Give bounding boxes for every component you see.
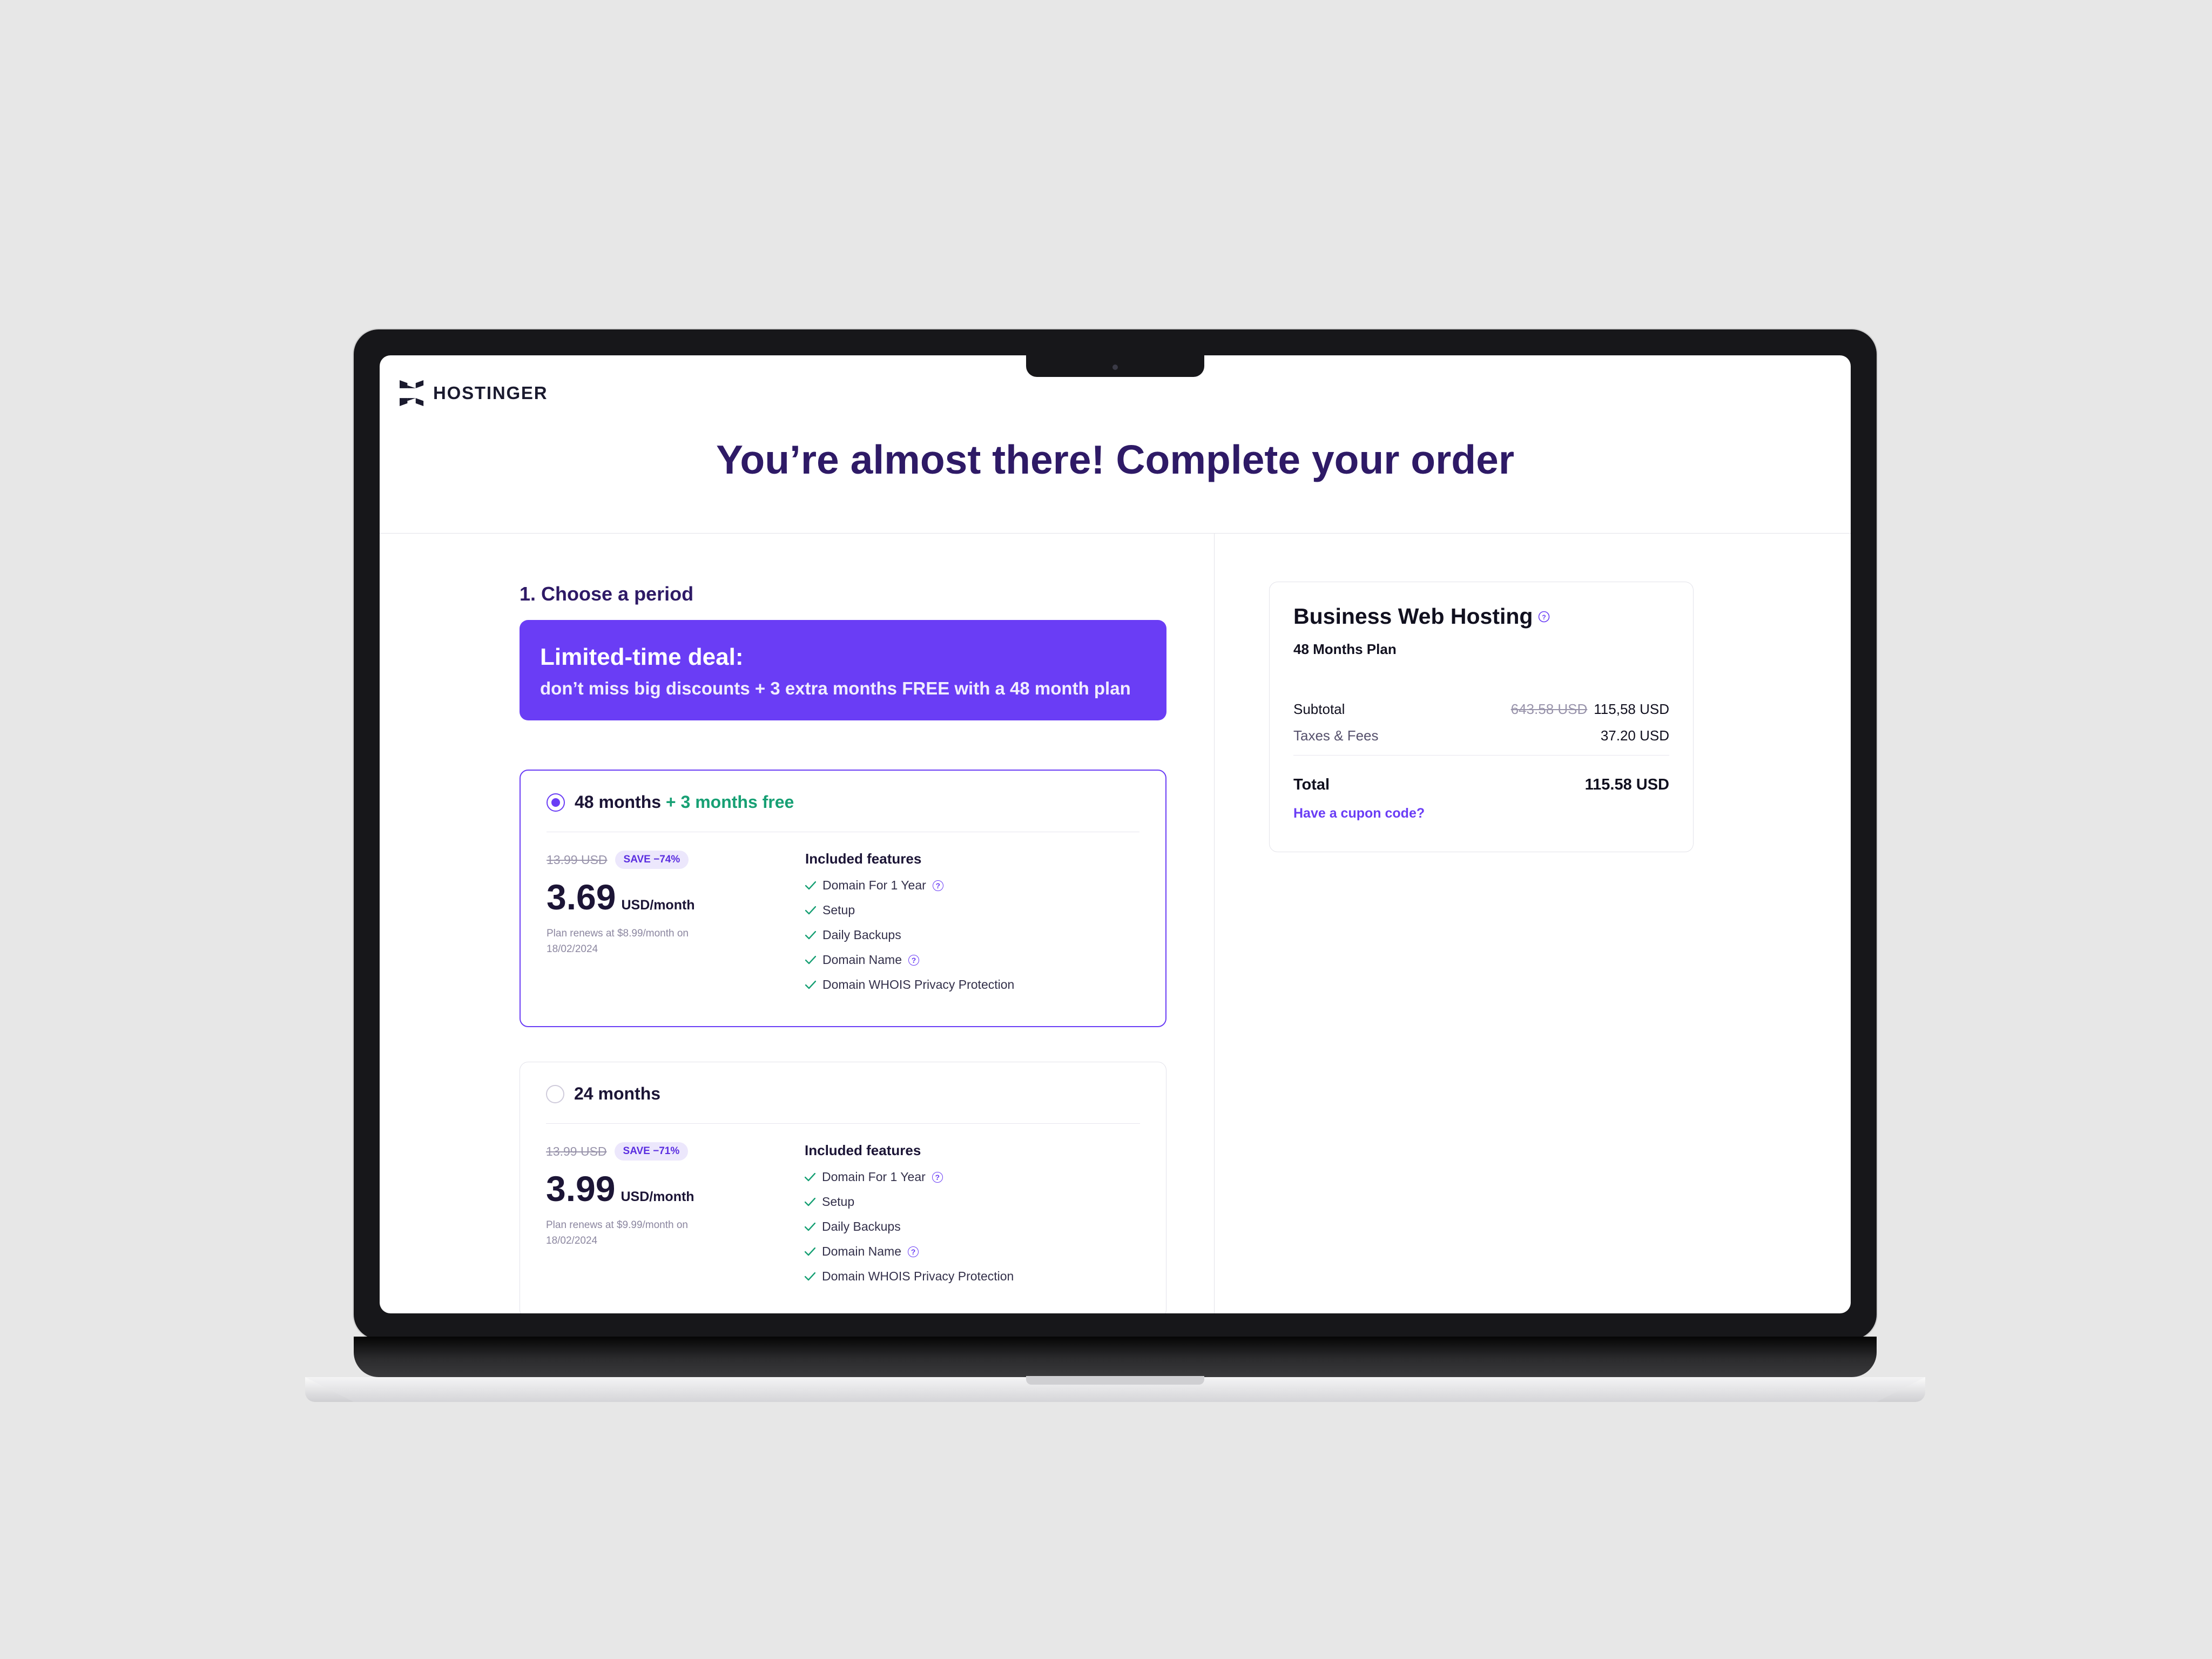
svg-text:?: ? xyxy=(1542,613,1546,621)
